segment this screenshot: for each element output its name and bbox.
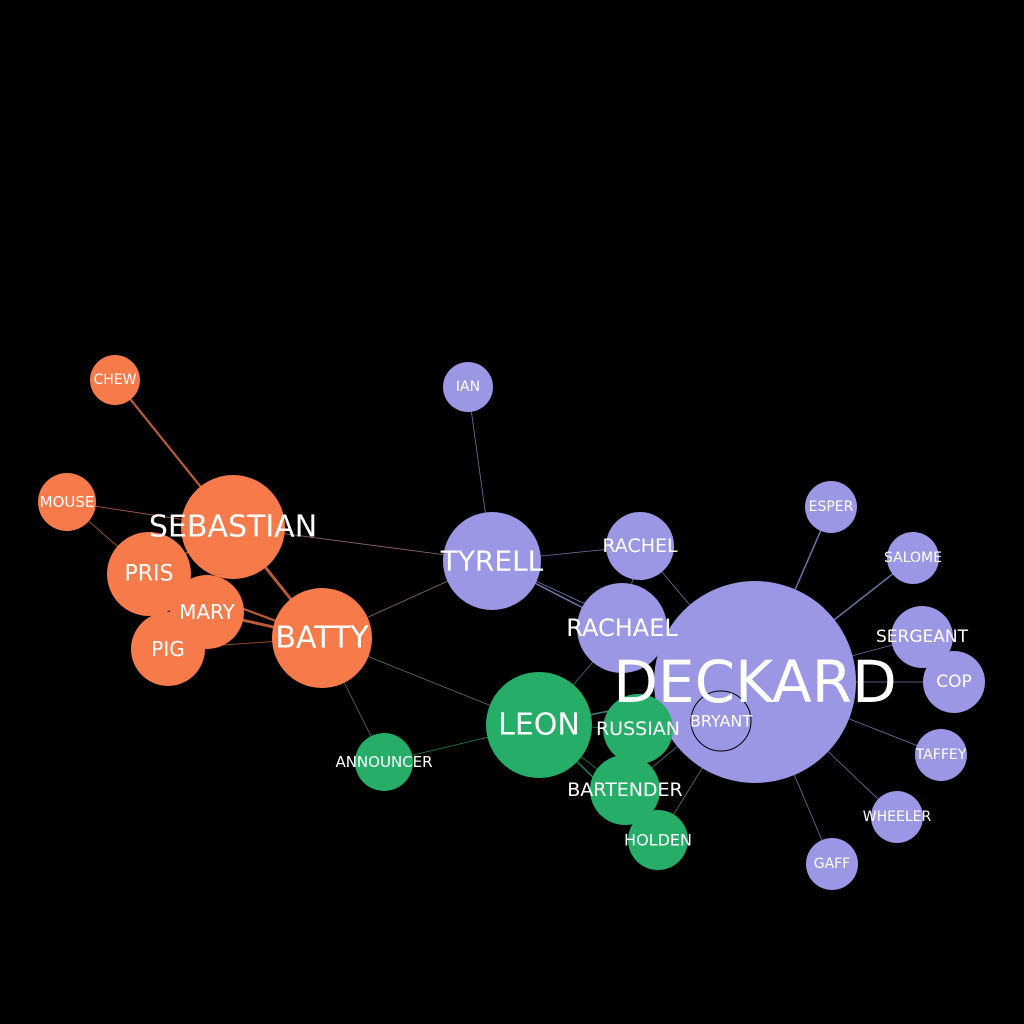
node-label-sebastian: SEBASTIAN	[149, 510, 317, 545]
node-pig[interactable]	[131, 612, 205, 686]
node-label-cop: COP	[936, 672, 972, 692]
node-gaff[interactable]	[806, 838, 858, 890]
node-esper[interactable]	[805, 481, 857, 533]
node-wheeler[interactable]	[871, 791, 923, 843]
nodes-layer	[38, 355, 985, 890]
node-chew[interactable]	[90, 355, 140, 405]
node-sergeant[interactable]	[891, 606, 953, 668]
node-bryant[interactable]	[690, 690, 752, 752]
node-label-deckard: DECKARD	[613, 648, 896, 716]
node-ian[interactable]	[443, 362, 493, 412]
node-label-russian: RUSSIAN	[596, 718, 680, 740]
node-label-announcer: ANNOUNCER	[335, 753, 432, 771]
node-batty[interactable]	[272, 588, 372, 688]
node-taffey[interactable]	[915, 729, 967, 781]
node-label-bryant: BRYANT	[690, 712, 753, 731]
node-label-sergeant: SERGEANT	[876, 627, 969, 647]
node-label-taffey: TAFFEY	[915, 747, 967, 763]
node-pris[interactable]	[107, 532, 191, 616]
node-russian[interactable]	[603, 694, 673, 764]
node-label-wheeler: WHEELER	[863, 809, 932, 825]
node-cop[interactable]	[923, 651, 985, 713]
node-label-ian: IAN	[456, 379, 480, 395]
node-label-mouse: MOUSE	[40, 493, 95, 511]
node-mouse[interactable]	[38, 473, 96, 531]
node-leon[interactable]	[486, 672, 592, 778]
node-announcer[interactable]	[355, 733, 413, 791]
node-label-holden: HOLDEN	[624, 831, 692, 850]
node-label-pig: PIG	[151, 637, 184, 661]
node-rachael[interactable]	[577, 583, 667, 673]
node-holden[interactable]	[628, 810, 688, 870]
node-tyrell[interactable]	[443, 512, 541, 610]
node-sebastian[interactable]	[181, 475, 285, 579]
node-label-rachel: RACHEL	[602, 535, 678, 557]
node-label-bartender: BARTENDER	[567, 779, 683, 801]
node-label-gaff: GAFF	[814, 856, 851, 872]
node-label-esper: ESPER	[809, 499, 854, 515]
node-salome[interactable]	[887, 532, 939, 584]
node-rachel[interactable]	[606, 512, 674, 580]
node-label-mary: MARY	[179, 600, 236, 624]
node-label-chew: CHEW	[94, 372, 137, 388]
node-label-salome: SALOME	[884, 550, 942, 566]
node-label-rachael: RACHAEL	[566, 614, 678, 642]
node-label-tyrell: TYRELL	[440, 545, 544, 578]
node-bartender[interactable]	[590, 755, 660, 825]
node-label-pris: PRIS	[124, 562, 173, 587]
node-label-leon: LEON	[498, 708, 580, 743]
node-label-batty: BATTY	[275, 621, 369, 656]
